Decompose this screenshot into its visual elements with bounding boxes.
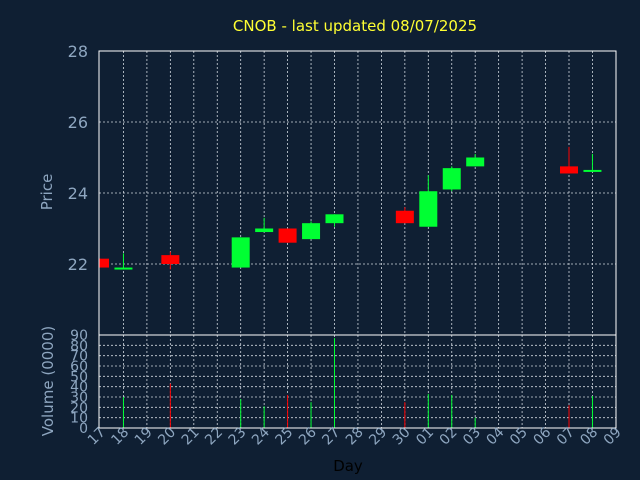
volume-bars (122, 338, 593, 428)
candle-body (161, 255, 180, 264)
volume-panel-frame (98, 334, 617, 429)
price-candles (99, 146, 602, 270)
candle-body (325, 214, 344, 224)
candle-body (278, 228, 297, 243)
candle (466, 153, 485, 167)
candle (255, 217, 274, 233)
candle-body (560, 166, 578, 174)
candle (302, 221, 321, 240)
volume-tick-label: 90 (70, 328, 88, 344)
candle (99, 258, 109, 268)
price-axis-label: Price (38, 174, 56, 211)
candle-body (395, 210, 414, 224)
price-tick-label: 26 (68, 113, 88, 132)
candle-body (583, 169, 602, 172)
candle-body (255, 228, 274, 233)
candle (583, 153, 602, 172)
candle (325, 214, 344, 227)
volume-tick-label: 0 (79, 421, 88, 437)
volume-tick-label: 60 (70, 359, 88, 375)
volume-tick-label: 10 (70, 411, 88, 427)
candle-body (114, 267, 133, 270)
candle (442, 166, 461, 192)
chart-title: CNOB - last updated 08/07/2025 (233, 17, 477, 35)
candle (114, 253, 133, 270)
price-tick-label: 28 (68, 42, 88, 61)
price-tick-label: 24 (68, 184, 88, 203)
candle-body (231, 237, 250, 268)
candle (231, 237, 250, 268)
volume-axis-label: Volume (0000) (39, 326, 57, 436)
day-tick-labels: 17 18 19 20 21 22 23 24 25 26 27 28 29 30 01 02 03 04 05 06… (85, 424, 625, 448)
day-axis-label: Day (333, 457, 363, 475)
candle-body (442, 168, 461, 190)
candle (419, 175, 438, 227)
volume-tick-label: 50 (70, 369, 88, 385)
candle-body (302, 223, 321, 240)
price-tick-labels: 22 24 26 28 (68, 42, 88, 274)
candle (395, 207, 414, 224)
volume-tick-label: 20 (70, 400, 88, 416)
price-tick-label: 22 (68, 255, 88, 274)
candle-body (466, 157, 485, 167)
candle (560, 146, 578, 174)
candle (278, 228, 297, 243)
candle-body (419, 191, 438, 227)
volume-tick-label: 30 (70, 390, 88, 406)
volume-tick-label: 80 (70, 338, 88, 354)
candle-body (99, 258, 109, 268)
candle (161, 251, 180, 270)
price-gridlines (99, 51, 617, 335)
volume-tick-label: 70 (70, 349, 88, 365)
volume-gridlines (99, 335, 617, 428)
volume-tick-label: 40 (70, 380, 88, 396)
